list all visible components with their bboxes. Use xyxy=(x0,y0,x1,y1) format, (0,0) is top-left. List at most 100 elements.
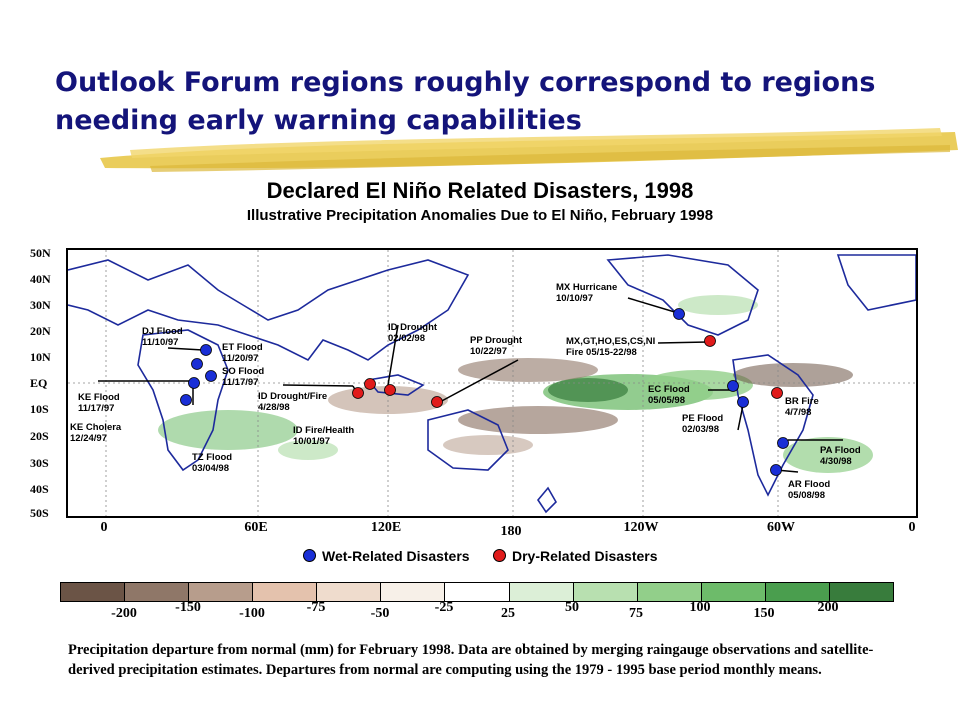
marker-mx-hurricane xyxy=(673,308,685,320)
precipitation-colorbar xyxy=(60,582,894,602)
colorbar-tick-label: 150 xyxy=(753,606,775,621)
figure-title: Declared El Niño Related Disasters, 1998 xyxy=(266,178,694,203)
annotation-so-flood: SO Flood 11/17/97 xyxy=(222,366,265,388)
colorbar-swatch-1 xyxy=(125,583,190,601)
lat-label-20s: 20S xyxy=(30,429,49,443)
new-zealand-outline xyxy=(537,486,557,514)
wet-anomaly-gulf xyxy=(678,295,758,315)
annotation-id-drought: ID Drought 02/02/98 xyxy=(388,322,438,344)
annotation-ar-flood: AR Flood 05/08/98 xyxy=(788,479,831,501)
dry-anomaly-australia xyxy=(443,435,533,455)
lat-label-40s: 40S xyxy=(30,482,49,496)
lat-label-30n: 30N xyxy=(30,298,51,312)
lat-label-30s: 30S xyxy=(30,456,49,470)
wet-anomaly-south-america xyxy=(783,437,873,473)
figure-caption: Precipitation departure from normal (mm)… xyxy=(68,642,874,678)
eurasia-outline xyxy=(68,259,470,362)
marker-id-drought xyxy=(384,384,396,396)
lat-label-50n: 50N xyxy=(30,246,51,260)
lat-label-10s: 10S xyxy=(30,402,49,416)
slide-title: Outlook Forum regions roughly correspond… xyxy=(55,67,876,136)
africa-outline xyxy=(137,329,229,472)
colorbar-swatch-4 xyxy=(317,583,382,601)
marker-so-flood xyxy=(205,370,217,382)
wet-anomaly-east-africa xyxy=(158,410,298,450)
lat-label-40n: 40N xyxy=(30,272,51,286)
colorbar-swatch-10 xyxy=(701,583,766,601)
annotation-ec-flood: EC Flood 05/05/98 xyxy=(648,384,690,406)
colorbar-swatch-11 xyxy=(765,583,830,601)
colorbar-tick-label: -150 xyxy=(175,600,201,615)
lat-label-eq: EQ xyxy=(30,376,48,390)
north-america-outline xyxy=(606,254,759,336)
continent-outlines xyxy=(68,254,916,514)
annotation-tz-flood: TZ Flood 03/04/98 xyxy=(192,452,233,474)
marker-pa-flood xyxy=(777,437,789,449)
marker-tz-flood xyxy=(180,394,192,406)
dry-marker-legend-icon xyxy=(493,549,506,562)
precipitation-anomaly-map xyxy=(66,248,918,518)
annotation-dj-flood: DJ Flood 11/10/97 xyxy=(142,326,183,348)
colorbar-tick-label: 50 xyxy=(565,600,579,615)
marker-et-flood xyxy=(191,358,203,370)
colorbar-tick-label: 25 xyxy=(501,606,515,621)
annotation-pp-drought: PP Drought 10/22/97 xyxy=(470,335,523,357)
lon-label-120w: 120W xyxy=(623,520,659,535)
annotation-br-fire: BR Fire 4/7/98 xyxy=(785,396,819,418)
colorbar-swatch-8 xyxy=(573,583,638,601)
lon-label-0-east: 0 xyxy=(908,520,916,535)
wet-anomaly-east-pacific xyxy=(643,370,753,400)
colorbar-tick-label: -200 xyxy=(111,606,137,621)
marker-ar-flood xyxy=(770,464,782,476)
colorbar-tick-label: -100 xyxy=(239,606,265,621)
annotation-id-fire-health: ID Fire/Health 10/01/97 xyxy=(293,425,355,447)
indonesia-outline xyxy=(366,374,425,396)
colorbar-swatch-7 xyxy=(509,583,574,601)
colorbar-swatch-6 xyxy=(445,583,510,601)
colorbar-tick-label: 200 xyxy=(817,600,839,615)
brush-stroke-decoration xyxy=(100,128,958,172)
colorbar-swatch-2 xyxy=(189,583,254,601)
marker-id-drought-fire xyxy=(352,387,364,399)
marker-central-america-fire xyxy=(704,335,716,347)
colorbar-swatch-9 xyxy=(637,583,702,601)
lat-label-20n: 20N xyxy=(30,324,51,338)
dry-anomaly-south-pacific xyxy=(458,406,618,434)
annotation-et-flood: ET Flood 11/20/97 xyxy=(222,342,263,364)
wet-anomaly-indian-ocean xyxy=(278,440,338,460)
marker-id-fire-health xyxy=(364,378,376,390)
wet-marker-legend-icon xyxy=(303,549,316,562)
europe-outline xyxy=(836,254,916,311)
annotation-leaders xyxy=(98,297,843,473)
marker-ec-flood xyxy=(727,380,739,392)
colorbar-swatch-12 xyxy=(829,583,894,601)
annotation-ke-flood: KE Flood 11/17/97 xyxy=(78,392,120,414)
lon-label-120e: 120E xyxy=(370,520,402,535)
marker-dj-flood xyxy=(200,344,212,356)
lat-label-50s: 50S xyxy=(30,506,49,520)
colorbar-tick-label: 100 xyxy=(689,600,711,615)
annotation-pa-flood: PA Flood 4/30/98 xyxy=(820,445,861,467)
south-america-outline xyxy=(732,354,814,497)
colorbar-tick-label: -50 xyxy=(370,606,390,621)
colorbar-swatch-5 xyxy=(381,583,446,601)
lon-label-60w: 60W xyxy=(767,520,795,535)
colorbar-tick-label: -75 xyxy=(306,600,326,615)
colorbar-swatch-3 xyxy=(253,583,318,601)
dry-anomaly-amazon xyxy=(733,363,853,387)
annotation-pe-flood: PE Flood 02/03/98 xyxy=(682,413,724,435)
marker-ke-flood xyxy=(188,377,200,389)
marker-pp-drought xyxy=(431,396,443,408)
wet-legend-label: Wet-Related Disasters xyxy=(322,548,470,564)
figure-subtitle: Illustrative Precipitation Anomalies Due… xyxy=(246,207,714,224)
annotation-ke-cholera: KE Cholera 12/24/97 xyxy=(70,422,122,444)
map-canvas xyxy=(68,250,916,516)
dry-anomaly-north-pacific xyxy=(458,358,598,382)
lon-label-60e: 60E xyxy=(244,520,268,535)
marker-br-fire xyxy=(771,387,783,399)
annotation-central-america-fire: MX,GT,HO,ES,CS,NI Fire 05/15-22/98 xyxy=(566,336,656,358)
annotation-mx-hurricane: MX Hurricane 10/10/97 xyxy=(556,282,618,304)
lat-label-10n: 10N xyxy=(30,350,51,364)
annotation-id-drought-fire: ID Drought/Fire 4/28/98 xyxy=(258,391,328,413)
lon-label-0-west: 0 xyxy=(100,520,108,535)
